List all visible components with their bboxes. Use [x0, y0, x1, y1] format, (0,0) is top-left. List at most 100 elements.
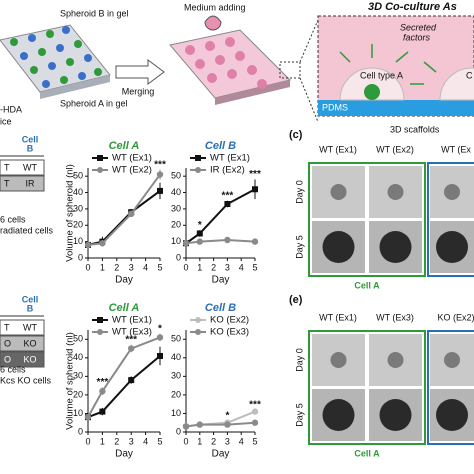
plate-edge [40, 75, 110, 99]
x-tick-label: 3 [225, 436, 230, 446]
label: Medium adding [184, 2, 246, 12]
legend-label: IR (Ex2) [210, 165, 245, 176]
y-tick-label: 30 [171, 371, 181, 381]
spheroids [10, 26, 102, 88]
x-tick-label: 4 [239, 262, 244, 272]
x-tick-label: 2 [211, 262, 216, 272]
y-tick-label: 30 [73, 371, 83, 381]
label: Secreted [400, 22, 437, 32]
table-cell-text: KO [23, 338, 36, 348]
marker [99, 388, 106, 395]
marker [128, 345, 135, 352]
x-tick-label: 2 [211, 436, 216, 446]
table-cell [0, 175, 45, 192]
x-tick-label: 0 [85, 436, 90, 446]
chart-title: Cell B [205, 140, 236, 152]
spheroid [444, 184, 460, 200]
marker [99, 408, 106, 415]
legend-label: KO (Ex3) [210, 327, 249, 338]
y-tick-label: 50 [171, 171, 181, 181]
x-axis-label: Day [115, 275, 133, 286]
zoom-box [279, 61, 301, 79]
annotation: *** [125, 334, 137, 345]
marker [196, 421, 203, 428]
legend-label: WT (Ex1) [112, 315, 152, 326]
annotation: *** [154, 159, 166, 170]
table-cell-text: O [4, 354, 11, 364]
spheroid [387, 184, 404, 200]
marker [128, 377, 135, 384]
legend-marker [97, 155, 103, 161]
x-tick-label: 0 [85, 262, 90, 272]
table-cell-text: T [4, 162, 10, 172]
marker [224, 421, 231, 428]
panel-label: (c) [289, 129, 303, 141]
y-tick-label: 50 [73, 171, 83, 181]
table-header: B [27, 143, 34, 153]
table-header: Cell [22, 294, 39, 304]
x-tick-label: 4 [143, 262, 148, 272]
y-tick-label: 30 [171, 203, 181, 213]
spheroid [322, 399, 355, 431]
x-tick-label: 1 [197, 262, 202, 272]
label: ice [0, 116, 12, 126]
chart-title: Cell A [109, 140, 140, 152]
marker [157, 187, 163, 194]
table-cell-text: O [4, 338, 11, 348]
row-label: Day 0 [294, 180, 304, 204]
scaffold [439, 67, 474, 101]
gel-spots [185, 37, 267, 89]
zoom-line [299, 77, 319, 123]
arrows [339, 44, 437, 85]
annotation: * [198, 220, 202, 231]
table-note: Kcs KO cells [0, 375, 52, 385]
spheroid [330, 184, 347, 200]
legend-marker [195, 167, 201, 173]
spheroid [379, 231, 412, 263]
legend-marker [97, 317, 103, 323]
column-label: WT (Ex3) [376, 312, 414, 322]
panel-label: (e) [289, 294, 303, 306]
marker [196, 230, 203, 237]
table-cell [0, 351, 45, 368]
group-label: Cell A [354, 280, 380, 290]
y-axis-label: Volume of spheroid (nl) [65, 164, 76, 262]
legend-marker [97, 167, 103, 173]
spheroid [444, 352, 460, 368]
x-tick-label: 3 [225, 262, 230, 272]
legend-label: WT (Ex1) [112, 153, 152, 164]
column-label: WT (Ex1) [319, 144, 357, 154]
spheroid [387, 352, 404, 368]
marker [99, 240, 106, 247]
x-tick-label: 3 [129, 262, 134, 272]
annotation: *** [97, 377, 109, 388]
x-tick-label: 0 [183, 436, 188, 446]
x-axis-label: Day [212, 275, 230, 286]
marker [84, 241, 92, 249]
group-label: Cell A [354, 448, 380, 458]
y-tick-label: 10 [73, 236, 83, 246]
legend-marker [97, 329, 103, 335]
y-tick-label: 50 [73, 334, 83, 344]
y-tick-label: 20 [171, 220, 181, 230]
annotation: *** [249, 399, 261, 410]
marker [156, 334, 164, 341]
spheroid [330, 352, 347, 368]
cell [364, 84, 380, 100]
row-label: Day 5 [294, 235, 304, 259]
group-box [308, 162, 426, 277]
x-tick-label: 5 [252, 436, 257, 446]
marker [251, 419, 259, 426]
table-cell [0, 335, 45, 352]
marker [84, 413, 92, 421]
annotation: * [158, 323, 162, 334]
table-note: 6 cells [0, 364, 26, 374]
table-header: Cell [22, 134, 39, 144]
y-tick-label: 40 [73, 352, 83, 362]
y-tick-label: 40 [171, 187, 181, 197]
marker [156, 171, 164, 178]
x-tick-label: 5 [157, 262, 162, 272]
column-label: WT (Ex2) [376, 144, 414, 154]
